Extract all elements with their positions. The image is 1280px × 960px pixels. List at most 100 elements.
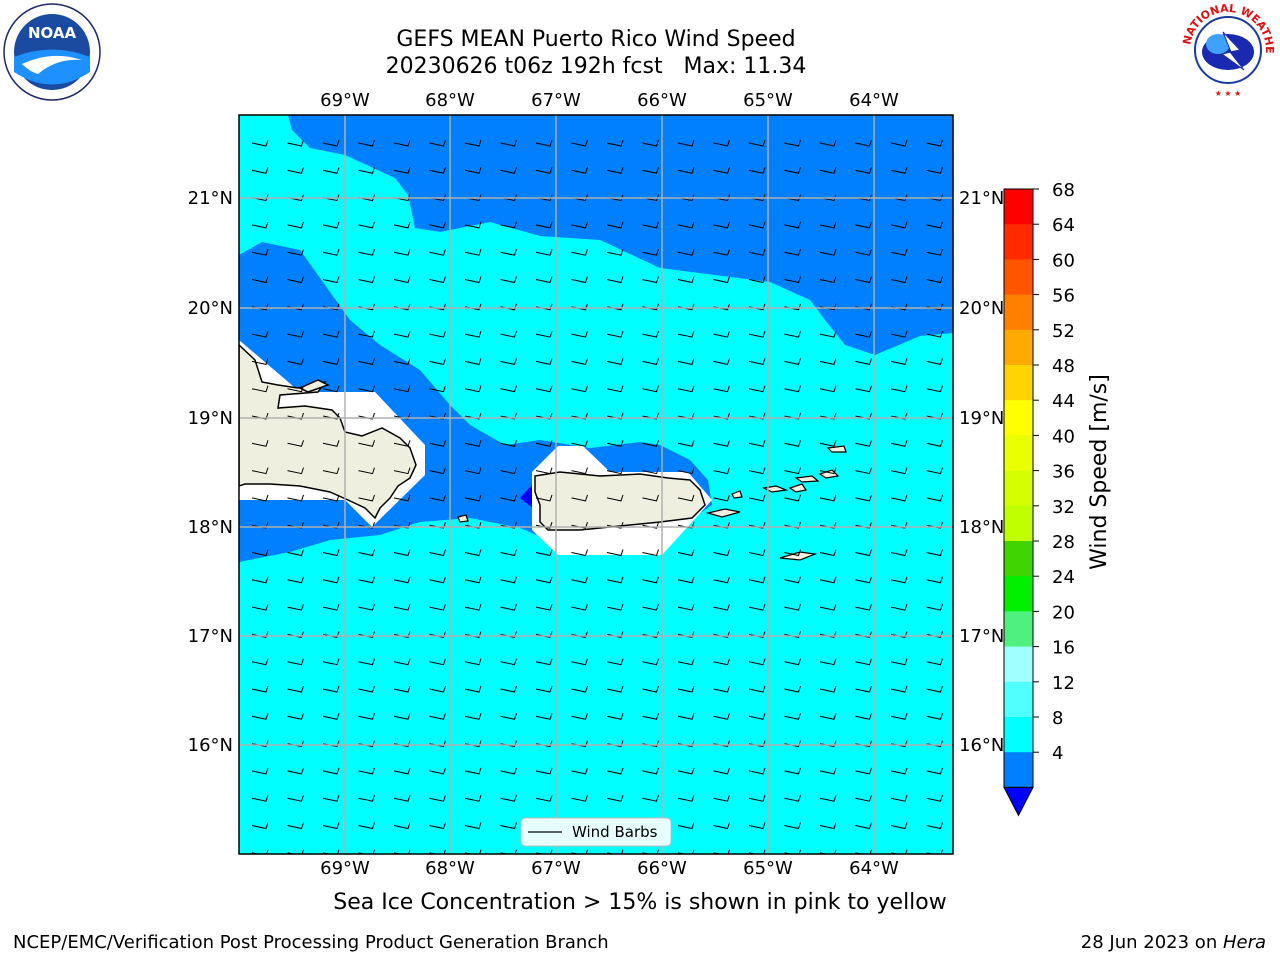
wind-barb (677, 358, 695, 365)
wind-barb (784, 330, 801, 338)
wind-barb (606, 795, 624, 802)
wind-barb (677, 713, 695, 720)
wind-barb (500, 603, 517, 611)
land-culebra (731, 490, 743, 499)
wind-barb (855, 467, 872, 475)
wind-barb (890, 330, 908, 338)
ocean-field-darkest-2 (520, 485, 533, 508)
wind-barb (358, 249, 375, 256)
wind-barb (926, 412, 943, 420)
wind-barb (251, 440, 269, 447)
wind-barb (322, 358, 340, 365)
wind-barb (464, 139, 482, 147)
wind-barb (819, 412, 837, 420)
wind-barb (358, 576, 375, 584)
wind-barb (358, 767, 375, 775)
wind-barb (855, 139, 872, 147)
wind-barb (784, 440, 801, 447)
wind-barb (713, 494, 730, 502)
ocean-field-dark-north (288, 115, 953, 355)
wind-barb (571, 167, 588, 174)
wind-barb (429, 494, 446, 502)
wind-barb (287, 385, 304, 393)
wind-barb (251, 330, 269, 338)
lat-label-left-3: 18°N (188, 517, 233, 538)
wind-barb (784, 467, 801, 475)
wind-barb (464, 412, 482, 420)
land-mona (457, 514, 469, 523)
colorbar-segment (1004, 400, 1033, 436)
wind-barb (535, 522, 553, 529)
wind-barb (429, 767, 446, 775)
wind-barb (713, 139, 730, 147)
legend-label: Wind Barbs (572, 823, 658, 841)
colorbar-tick-label: 20 (1052, 602, 1075, 623)
wind-barb (606, 576, 624, 584)
wind-barb (429, 440, 446, 447)
colorbar-segment (1004, 717, 1033, 753)
colorbar-segment (1004, 435, 1033, 472)
colorbar-segment (1004, 224, 1033, 260)
wind-barb (500, 549, 517, 557)
wind-barb (855, 412, 872, 420)
wind-barb (713, 330, 730, 338)
wind-barb (855, 221, 872, 229)
wind-barb (890, 358, 908, 365)
wind-barb (571, 603, 588, 611)
wind-barb (926, 549, 943, 557)
wind-barb (748, 795, 766, 802)
wind-barb (535, 358, 553, 365)
wind-barb (748, 221, 766, 229)
wind-barb (819, 767, 837, 775)
wind-barb (784, 358, 801, 365)
wind-barb (713, 685, 730, 693)
wind-barb (855, 249, 872, 256)
colorbar-segment (1004, 505, 1033, 542)
wind-barb (393, 494, 411, 502)
wind-barb (784, 603, 801, 611)
lon-label-bottom-2: 67°W (531, 858, 581, 879)
wind-barb (464, 440, 482, 447)
wind-barb (535, 576, 553, 584)
wind-barb (464, 767, 482, 775)
title-line-1: GEFS MEAN Puerto Rico Wind Speed (396, 27, 796, 52)
wind-barb (890, 522, 908, 529)
wind-barb (535, 467, 553, 475)
colorbar-segment (1004, 646, 1033, 683)
colorbar-segment (1004, 189, 1033, 225)
wind-barb (251, 467, 269, 475)
wind-barb (855, 658, 872, 666)
wind-barb (748, 767, 766, 775)
wind-barb (748, 330, 766, 338)
colorbar-segment (1004, 611, 1033, 648)
wind-barb (890, 795, 908, 802)
wind-barb (855, 167, 872, 174)
wind-barb (606, 522, 624, 529)
colorbar-under-arrow (1003, 786, 1034, 817)
wind-barb (606, 167, 624, 174)
colorbar-segment (1004, 329, 1033, 366)
wind-barb (500, 494, 517, 502)
wind-barb (890, 249, 908, 256)
wind-barb (288, 877, 304, 883)
wind-barb (784, 494, 801, 502)
wind-barb (713, 713, 730, 720)
wind-barb (322, 167, 340, 174)
svg-text:★ ★ ★: ★ ★ ★ (1215, 89, 1242, 98)
wind-barb (890, 167, 908, 174)
wind-barb (429, 139, 446, 147)
wind-barb (642, 603, 659, 611)
wind-barb (500, 358, 517, 365)
wind-barb (429, 522, 446, 529)
wind-barb (784, 822, 801, 830)
colorbar-segment (1004, 681, 1033, 718)
wind-barb (677, 494, 695, 502)
land-anegada (826, 445, 847, 453)
wind-barb (677, 767, 695, 775)
wind-barb (358, 167, 375, 174)
wind-barb (500, 713, 517, 720)
wind-barb (251, 167, 269, 174)
wind-barb (535, 385, 553, 393)
wind-barb (890, 412, 908, 420)
